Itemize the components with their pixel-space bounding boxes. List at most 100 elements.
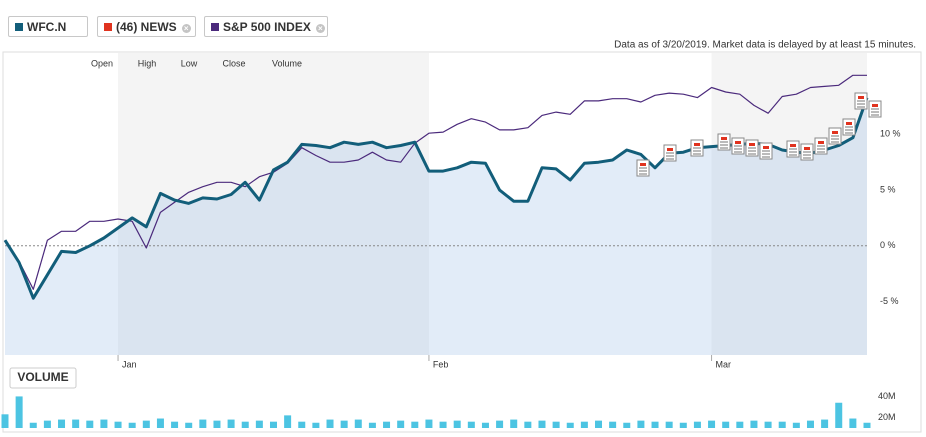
hover-label: Volume: [272, 58, 302, 68]
news-marker[interactable]: [842, 118, 856, 136]
hover-label: High: [138, 58, 157, 68]
volume-bar: [806, 420, 814, 428]
volume-bar: [86, 420, 94, 428]
volume-bar: [100, 419, 108, 428]
volume-title: VOLUME: [17, 370, 68, 384]
volume-bar: [637, 420, 645, 428]
volume-bar: [298, 421, 306, 428]
volume-bar: [58, 419, 66, 428]
volume-bar: [552, 421, 560, 428]
remove-icon[interactable]: ×: [315, 24, 325, 33]
series-line: [4, 74, 867, 290]
panel-border: [2, 51, 922, 433]
volume-button[interactable]: [9, 367, 77, 389]
volume-bar: [15, 396, 23, 428]
y-tick-label: 10 %: [880, 129, 901, 139]
volume-bar: [863, 422, 871, 428]
legend-label: S&P 500 INDEX: [223, 20, 311, 34]
volume-bar: [1, 414, 9, 428]
legend-label: WFC.N: [27, 20, 67, 34]
news-marker[interactable]: [854, 92, 868, 110]
x-tick-label: Jan: [122, 359, 137, 369]
news-marker[interactable]: [868, 100, 882, 118]
hover-label: Low: [181, 58, 198, 68]
volume-bar: [411, 421, 419, 428]
volume-bar: [693, 421, 701, 428]
volume-bar: [43, 420, 51, 428]
volume-bar: [241, 421, 249, 428]
volume-bar: [778, 421, 786, 428]
month-band: [118, 53, 429, 355]
x-tick-label: Mar: [716, 359, 732, 369]
volume-bar: [722, 421, 730, 428]
volume-bar: [269, 421, 277, 428]
y-tick-label: 0 %: [880, 240, 896, 250]
news-marker[interactable]: [828, 127, 842, 145]
news-marker[interactable]: [800, 143, 814, 161]
legend-swatch: [211, 23, 219, 31]
volume-bar: [142, 420, 150, 428]
volume-bar: [764, 421, 772, 428]
y-tick-label: -5 %: [880, 296, 899, 306]
volume-bar: [425, 419, 433, 428]
volume-bar: [750, 420, 758, 428]
volume-bar: [171, 421, 179, 428]
volume-bar: [821, 419, 829, 428]
news-marker[interactable]: [745, 139, 759, 157]
volume-bar: [383, 421, 391, 428]
volume-bar: [651, 421, 659, 428]
news-marker[interactable]: [814, 137, 828, 155]
news-marker[interactable]: [759, 142, 773, 160]
legend-label: (46) NEWS: [116, 20, 177, 34]
legend-swatch: [104, 23, 112, 31]
volume-bar: [835, 402, 843, 428]
hover-label: Close: [222, 58, 245, 68]
news-marker[interactable]: [717, 133, 731, 151]
volume-bar: [580, 421, 588, 428]
volume-bar: [29, 422, 37, 428]
legend-swatch: [15, 23, 23, 31]
volume-bar: [284, 415, 292, 428]
volume-bar: [496, 420, 504, 428]
volume-bar: [792, 422, 800, 428]
volume-bar: [736, 421, 744, 428]
news-marker[interactable]: [690, 139, 704, 157]
news-marker[interactable]: [786, 140, 800, 158]
volume-bar: [227, 419, 235, 428]
news-marker[interactable]: [636, 159, 650, 177]
volume-bar: [665, 421, 673, 428]
volume-bar: [397, 420, 405, 428]
volume-bar: [609, 421, 617, 428]
subtitle: Data as of 3/20/2019. Market data is del…: [614, 40, 916, 51]
volume-bar: [566, 422, 574, 428]
legend-button[interactable]: S&P 500 INDEX ×: [204, 16, 328, 37]
legend-button[interactable]: (46) NEWS ×: [97, 16, 196, 37]
volume-bar: [213, 420, 221, 428]
news-marker[interactable]: [663, 144, 677, 162]
volume-bar: [340, 420, 348, 428]
volume-bar: [128, 422, 136, 428]
volume-bar: [481, 422, 489, 428]
volume-bar: [510, 419, 518, 428]
volume-bar: [185, 422, 193, 428]
y-tick-label: 5 %: [880, 184, 896, 194]
hover-label: Open: [91, 58, 113, 68]
volume-bar: [439, 421, 447, 428]
volume-bar: [623, 422, 631, 428]
volume-bar: [326, 419, 334, 428]
news-marker[interactable]: [731, 137, 745, 155]
volume-bar: [199, 419, 207, 428]
volume-bar: [312, 422, 320, 428]
volume-bar: [849, 418, 857, 428]
x-tick-label: Feb: [433, 359, 449, 369]
volume-bar: [467, 421, 475, 428]
remove-icon[interactable]: ×: [181, 24, 191, 33]
volume-bar: [354, 419, 362, 428]
volume-bar: [72, 419, 80, 428]
y-tick-label: 20M: [878, 412, 896, 422]
volume-bar: [708, 420, 716, 428]
volume-bar: [524, 421, 532, 428]
legend-button[interactable]: WFC.N: [8, 16, 88, 37]
